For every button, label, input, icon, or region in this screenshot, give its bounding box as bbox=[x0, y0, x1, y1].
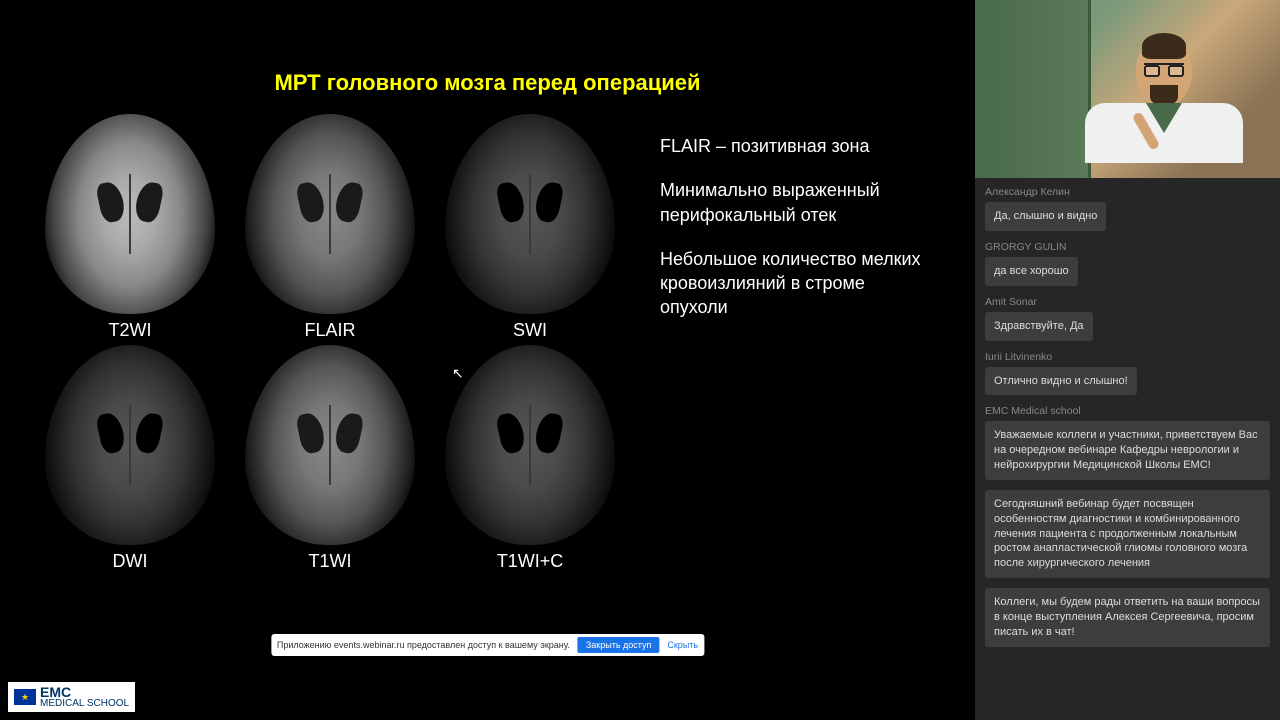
finding-line: FLAIR – позитивная зона bbox=[660, 134, 935, 158]
finding-line: Небольшое количество мелких кровоизлияни… bbox=[660, 247, 935, 320]
presenter-figure bbox=[1085, 39, 1244, 178]
eu-flag-icon: ★ bbox=[14, 689, 36, 705]
brain-image bbox=[45, 114, 215, 314]
screen-share-notification: Приложению events.webinar.ru предоставле… bbox=[271, 634, 704, 656]
presentation-area: МРТ головного мозга перед операцией T2WI… bbox=[0, 0, 975, 720]
chat-message: Сегодняшний вебинар будет посвящен особе… bbox=[985, 490, 1270, 578]
chat-bubble: да все хорошо bbox=[985, 257, 1078, 286]
chat-author: Iurii Litvinenko bbox=[985, 351, 1270, 363]
brain-image bbox=[245, 114, 415, 314]
emc-logo: ★ EMC MEDICAL SCHOOL bbox=[8, 682, 135, 712]
scan-dwi: DWI bbox=[30, 345, 230, 572]
logo-subtitle: MEDICAL SCHOOL bbox=[40, 698, 129, 709]
stop-sharing-button[interactable]: Закрыть доступ bbox=[578, 637, 660, 653]
chat-bubble: Да, слышно и видно bbox=[985, 202, 1106, 231]
chat-author: EMC Medical school bbox=[985, 405, 1270, 417]
chat-bubble: Отлично видно и слышно! bbox=[985, 367, 1137, 396]
findings-text: FLAIR – позитивная зона Минимально выраж… bbox=[630, 114, 945, 340]
scan-flair: FLAIR bbox=[230, 114, 430, 341]
brain-image bbox=[445, 114, 615, 314]
logo-brand: EMC bbox=[40, 685, 129, 699]
scan-label: T2WI bbox=[109, 320, 152, 341]
chat-message: Александр Келин Да, слышно и видно bbox=[985, 186, 1270, 231]
scan-grid: T2WI FLAIR SWI FLAIR – позитивная зона М… bbox=[10, 114, 965, 572]
scan-label: T1WI bbox=[309, 551, 352, 572]
finding-line: Минимально выраженный перифокальный отек bbox=[660, 178, 935, 227]
brain-image bbox=[245, 345, 415, 545]
cursor-icon: ↖ bbox=[452, 365, 464, 382]
presenter-webcam[interactable] bbox=[975, 0, 1280, 178]
chat-bubble: Сегодняшний вебинар будет посвящен особе… bbox=[985, 490, 1270, 578]
chat-message: Amit Sonar Здравствуйте, Да bbox=[985, 296, 1270, 341]
scan-label: FLAIR bbox=[304, 320, 355, 341]
scan-t2wi: T2WI bbox=[30, 114, 230, 341]
webinar-app: МРТ головного мозга перед операцией T2WI… bbox=[0, 0, 1280, 720]
scan-swi: SWI bbox=[430, 114, 630, 341]
sidebar: Александр Келин Да, слышно и видно GRORGY … bbox=[975, 0, 1280, 720]
chat-bubble: Уважаемые коллеги и участники, приветств… bbox=[985, 421, 1270, 480]
logo-text: EMC MEDICAL SCHOOL bbox=[40, 685, 129, 709]
chat-message: Iurii Litvinenko Отлично видно и слышно! bbox=[985, 351, 1270, 396]
scan-label: DWI bbox=[113, 551, 148, 572]
chat-bubble: Коллеги, мы будем рады ответить на ваши … bbox=[985, 588, 1270, 647]
scan-t1wi: T1WI bbox=[230, 345, 430, 572]
slide-title: МРТ головного мозга перед операцией bbox=[10, 70, 965, 96]
chat-author: GRORGY GULIN bbox=[985, 241, 1270, 253]
brain-image bbox=[445, 345, 615, 545]
scan-label: T1WI+C bbox=[497, 551, 564, 572]
brain-image bbox=[45, 345, 215, 545]
chat-panel[interactable]: Александр Келин Да, слышно и видно GRORGY … bbox=[975, 178, 1280, 720]
slide: МРТ головного мозга перед операцией T2WI… bbox=[10, 70, 965, 700]
chat-bubble: Здравствуйте, Да bbox=[985, 312, 1093, 341]
chat-message: GRORGY GULIN да все хорошо bbox=[985, 241, 1270, 286]
hide-notification-button[interactable]: Скрыть bbox=[667, 640, 698, 650]
scan-label: SWI bbox=[513, 320, 547, 341]
chat-message: Коллеги, мы будем рады ответить на ваши … bbox=[985, 588, 1270, 647]
chat-message: EMC Medical school Уважаемые коллеги и уч… bbox=[985, 405, 1270, 480]
notification-text: Приложению events.webinar.ru предоставле… bbox=[277, 640, 570, 650]
chat-author: Александр Келин bbox=[985, 186, 1270, 198]
chat-author: Amit Sonar bbox=[985, 296, 1270, 308]
